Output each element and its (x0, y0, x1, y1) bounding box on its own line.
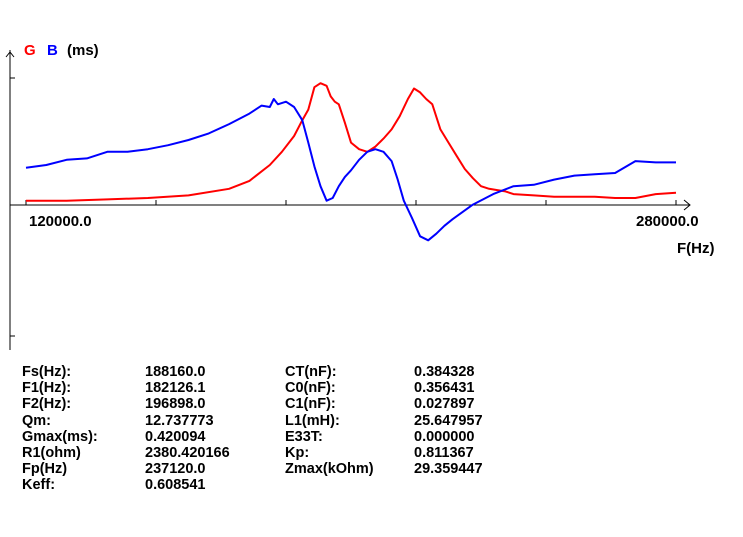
legend-g: G (24, 42, 36, 59)
param-value: 25.647957 (414, 412, 483, 429)
parameters-panel: Fs(Hz): 188160.0 F1(Hz): 182126.1 F2(Hz): 196… (22, 364, 582, 534)
param-label: C1(nF): (285, 396, 336, 413)
param-label: Kp: (285, 445, 310, 461)
param-row-right: C1(nF): 0.027897 (22, 396, 582, 412)
y-unit-label: (ms) (67, 42, 99, 59)
param-row-right: L1(mH): 25.647957 (22, 413, 582, 429)
param-label: Qm: (22, 412, 51, 429)
param-value: 12.737773 (145, 412, 214, 429)
series-line-b (25, 98, 676, 242)
param-row-left: Qm: 12.737773 (22, 413, 582, 429)
param-value: 182126.1 (145, 380, 206, 397)
param-value: 2380.420166 (145, 445, 230, 461)
y-axis-arrow (5, 51, 15, 58)
param-value: 0.811367 (414, 445, 474, 461)
param-label: R1(ohm) (22, 445, 81, 461)
param-row-right: C0(nF): 0.356431 (22, 380, 582, 396)
param-value: 0.608541 (145, 477, 206, 494)
series-layer (25, 82, 677, 242)
x-tick-label-min: 120000.0 (29, 213, 92, 230)
param-row-left: R1(ohm) 2380.420166 (22, 445, 582, 461)
param-label: Gmax(ms): (22, 428, 98, 445)
legend-b: B (47, 42, 58, 59)
param-label: CT(nF): (285, 364, 337, 380)
param-row-left: F2(Hz): 196898.0 (22, 396, 582, 412)
param-row-left: Fs(Hz): 188160.0 (22, 364, 582, 380)
param-row-left: F1(Hz): 182126.1 (22, 380, 582, 396)
param-row-left: Keff: 0.608541 (22, 477, 582, 493)
x-axis-label: F(Hz) (677, 240, 715, 257)
param-label: C0(nF): (285, 380, 336, 397)
param-label: F1(Hz): (22, 380, 72, 397)
x-tick-label-max: 280000.0 (636, 213, 699, 230)
x-axis-arrow (683, 199, 691, 211)
series-line-g (26, 82, 677, 202)
param-row-left: Fp(Hz) 237120.0 (22, 461, 582, 477)
param-value: 0.384328 (414, 364, 475, 380)
param-value: 0.356431 (414, 380, 475, 397)
param-label: E33T: (285, 428, 323, 445)
param-row-right: E33T: 0.000000 (22, 429, 582, 445)
param-value: 0.000000 (414, 428, 475, 445)
param-label: Keff: (22, 477, 56, 494)
param-value: 188160.0 (145, 364, 206, 380)
param-row-right: CT(nF): 0.384328 (22, 364, 582, 380)
param-label: Fs(Hz): (22, 364, 72, 380)
param-value: 29.359447 (414, 461, 483, 478)
param-row-right: Zmax(kOhm) 29.359447 (22, 461, 582, 477)
param-value: 196898.0 (145, 396, 206, 413)
param-value: 237120.0 (145, 461, 206, 478)
param-label: Fp(Hz) (22, 461, 68, 478)
param-value: 0.420094 (145, 428, 206, 445)
param-row-right: Kp: 0.811367 (22, 445, 582, 461)
param-label: F2(Hz): (22, 396, 72, 413)
param-row-left: Gmax(ms): 0.420094 (22, 429, 582, 445)
param-value: 0.027897 (414, 396, 475, 413)
param-label: Zmax(kOhm) (285, 461, 374, 478)
param-label: L1(mH): (285, 412, 340, 429)
